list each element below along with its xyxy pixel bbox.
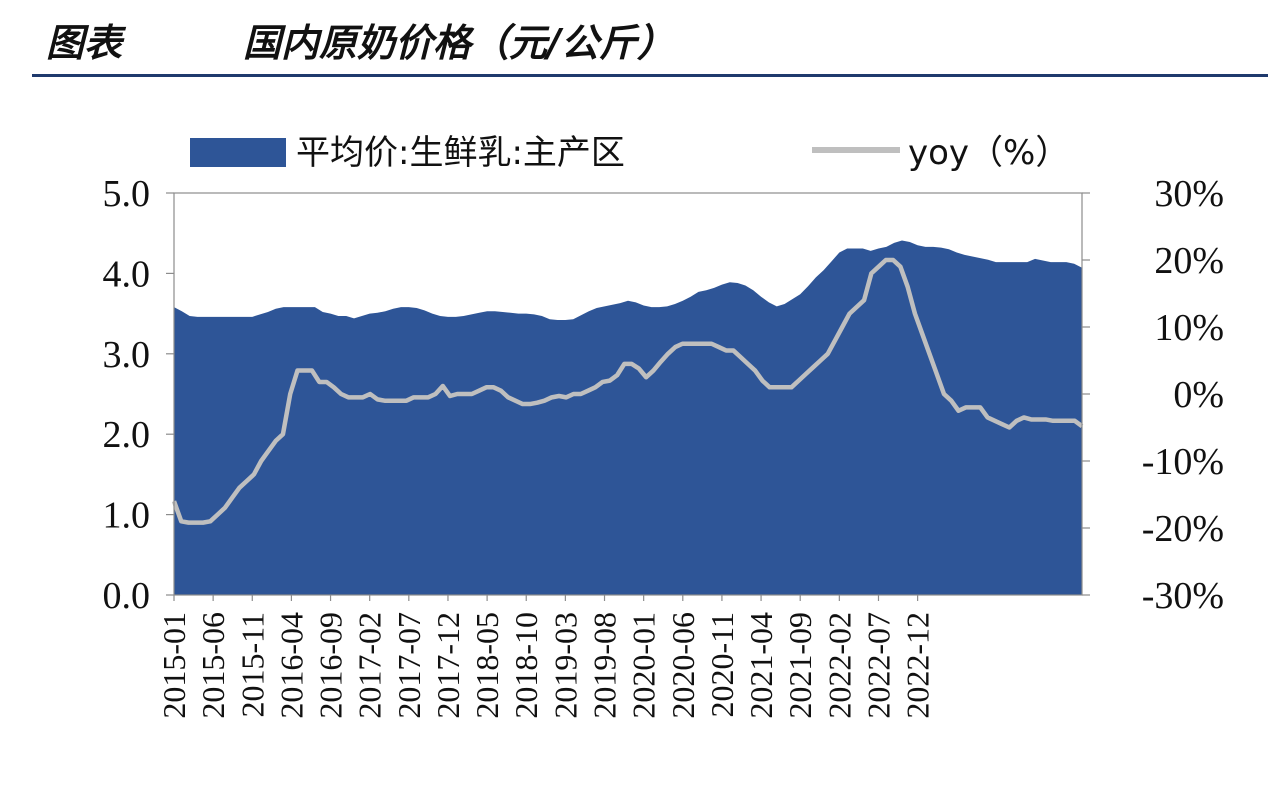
x-tick-label: 2020-06 [665, 612, 701, 719]
figure-label: 图表 [46, 21, 123, 65]
x-tick-label: 2017-07 [391, 612, 427, 719]
series-area-price [174, 240, 1082, 595]
y-right-tick-label: 10% [1154, 307, 1224, 349]
x-tick-label: 2019-03 [547, 612, 583, 719]
y-left-tick-label: 5.0 [103, 173, 151, 215]
x-tick-label: 2017-02 [352, 612, 388, 719]
legend-label-area: 平均价:生鲜乳:主产区 [296, 133, 625, 173]
legend-swatch-area [190, 138, 286, 167]
x-tick-label: 2020-11 [704, 612, 740, 717]
series-line-yoy [171, 257, 1084, 525]
x-tick-label: 2017-12 [430, 612, 466, 719]
x-tick-label: 2022-07 [861, 612, 897, 719]
x-tick-label: 2022-12 [900, 612, 936, 719]
y-left-tick-label: 4.0 [103, 253, 151, 295]
x-tick-label: 2019-08 [587, 612, 623, 719]
title-rule [32, 74, 1268, 77]
y-right-tick-label: 30% [1154, 173, 1224, 215]
y-left-tick-label: 1.0 [103, 495, 151, 537]
y-left-tick-label: 2.0 [103, 414, 151, 456]
x-tick-label: 2018-10 [508, 612, 544, 719]
y-left-tick-label: 3.0 [103, 334, 151, 376]
legend: 平均价:生鲜乳:主产区 yoy（%） [190, 133, 1069, 173]
y-right-tick-label: -10% [1142, 441, 1224, 483]
x-tick-label: 2020-01 [626, 612, 662, 719]
x-tick-label: 2015-01 [156, 612, 192, 719]
x-tick-label: 2015-11 [234, 612, 270, 717]
x-tick-label: 2021-04 [743, 612, 779, 719]
x-tick-label: 2022-02 [821, 612, 857, 719]
y-right-tick-label: -30% [1142, 575, 1224, 617]
plot-area [171, 240, 1084, 595]
y-right-tick-label: -20% [1142, 508, 1224, 550]
y-left-tick-label: 0.0 [103, 575, 151, 617]
x-tick-label: 2018-05 [469, 612, 505, 719]
x-tick-label: 2016-04 [273, 612, 309, 719]
legend-label-line: yoy（%） [908, 133, 1069, 173]
figure-title: 国内原奶价格（元/公斤） [243, 21, 675, 65]
x-tick-label: 2021-09 [782, 612, 818, 719]
axes: 0.0 1.0 2.0 3.0 4.0 5.0 -30% -20% -10% 0% 10% 20% 30… [103, 173, 1225, 719]
x-tick-label: 2016-09 [313, 612, 349, 719]
y-right-tick-label: 20% [1154, 240, 1224, 282]
figure-header: 图表 国内原奶价格（元/公斤） [0, 0, 1268, 78]
x-tick-label: 2015-06 [195, 612, 231, 719]
y-right-tick-label: 0% [1173, 374, 1224, 416]
